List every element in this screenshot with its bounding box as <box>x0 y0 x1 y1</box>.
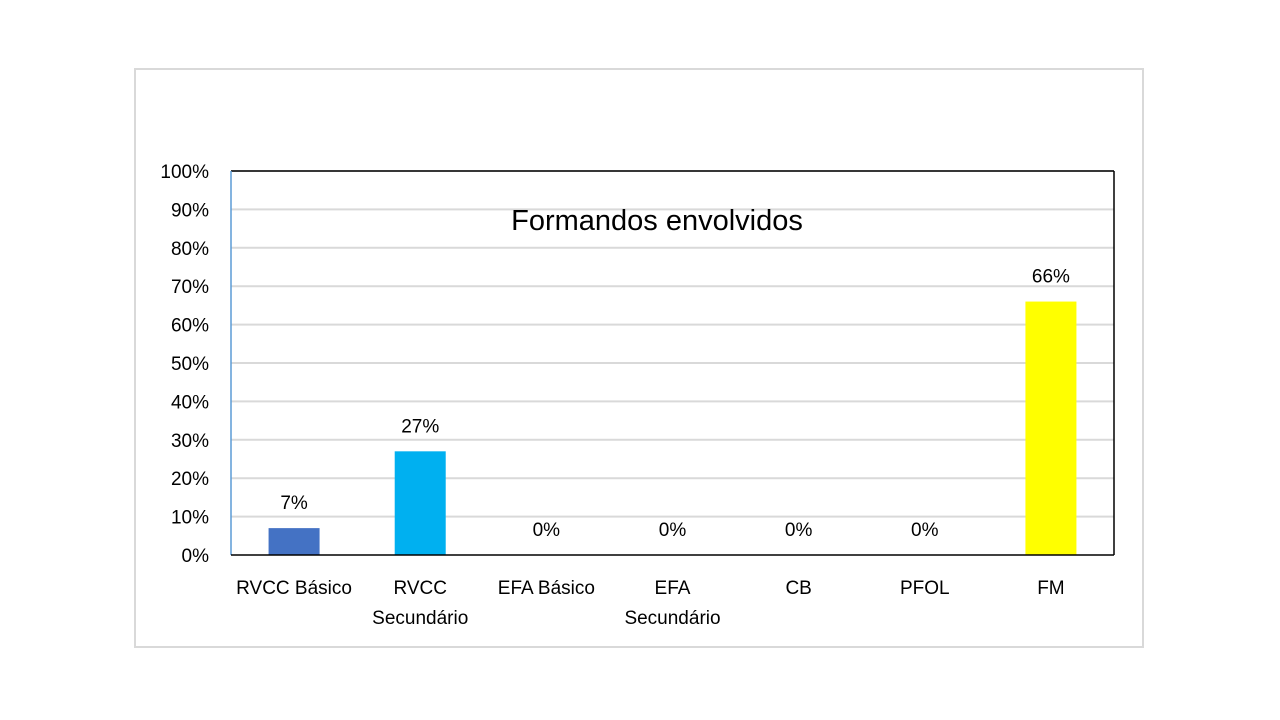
x-tick-label-line: RVCC <box>393 578 447 599</box>
y-tick-label: 90% <box>171 200 209 221</box>
x-tick-label: FM <box>1037 578 1064 599</box>
data-label: 0% <box>659 520 687 541</box>
x-tick-label: RVCC Secundário <box>372 578 468 629</box>
x-tick-label-line: Secundário <box>624 608 720 629</box>
y-tick-labels: 0% 10% 20% 30% 40% 50% 60% 70% 80% 90% 100% <box>160 162 209 567</box>
bars <box>268 301 1077 555</box>
x-tick-label-line: EFA <box>655 578 691 599</box>
y-tick-label: 0% <box>182 546 210 567</box>
x-tick-label: PFOL <box>900 578 950 599</box>
data-labels: 7% 27% 0% 0% 0% 0% 66% <box>280 267 1070 541</box>
bar <box>394 451 446 555</box>
y-tick-label: 100% <box>160 162 209 183</box>
x-tick-label-line: PFOL <box>900 578 950 599</box>
y-tick-label: 80% <box>171 239 209 260</box>
y-tick-label: 60% <box>171 316 209 337</box>
x-tick-label-line: Secundário <box>372 608 468 629</box>
bar <box>268 528 320 555</box>
x-tick-label-line: FM <box>1037 578 1064 599</box>
x-tick-label-line: RVCC Básico <box>236 578 352 599</box>
x-tick-label: EFA Básico <box>498 578 595 599</box>
data-label: 0% <box>533 520 561 541</box>
y-tick-label: 70% <box>171 277 209 298</box>
data-label: 0% <box>911 520 939 541</box>
x-tick-label-line: CB <box>785 578 811 599</box>
x-tick-label: CB <box>785 578 811 599</box>
chart-title: Formandos envolvidos <box>511 205 803 237</box>
data-label: 27% <box>401 416 439 437</box>
y-tick-label: 20% <box>171 469 209 490</box>
x-tick-label: EFA Secundário <box>624 578 720 629</box>
y-tick-label: 30% <box>171 431 209 452</box>
data-label: 66% <box>1032 267 1070 288</box>
y-tick-label: 10% <box>171 508 209 529</box>
x-tick-label-line: EFA Básico <box>498 578 595 599</box>
y-tick-label: 40% <box>171 392 209 413</box>
bar <box>1025 301 1077 555</box>
data-label: 0% <box>785 520 813 541</box>
axes <box>230 170 1115 556</box>
y-tick-label: 50% <box>171 354 209 375</box>
data-label: 7% <box>280 493 308 514</box>
x-tick-label: RVCC Básico <box>236 578 352 599</box>
x-tick-labels: RVCC Básico RVCC Secundário EFA Básico EFA Se… <box>236 578 1064 629</box>
